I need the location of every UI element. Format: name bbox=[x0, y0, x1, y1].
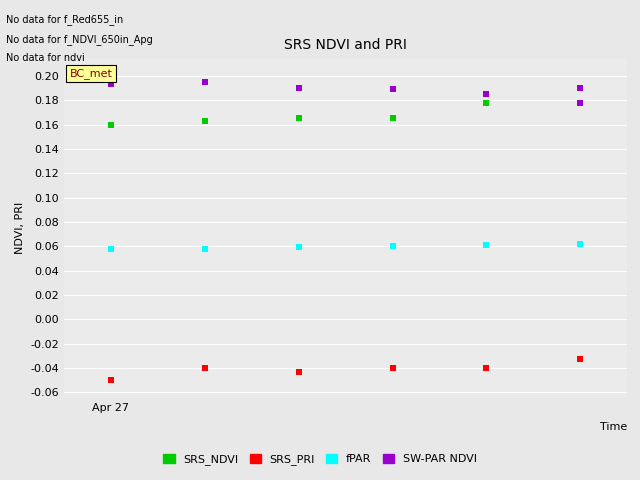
Point bbox=[200, 117, 210, 125]
Point bbox=[575, 99, 586, 107]
Point bbox=[387, 242, 397, 250]
Point bbox=[294, 368, 304, 375]
Point bbox=[106, 81, 116, 88]
Point bbox=[106, 120, 116, 128]
Point bbox=[481, 99, 492, 107]
Point bbox=[387, 364, 397, 372]
Point bbox=[387, 85, 397, 93]
Y-axis label: NDVI, PRI: NDVI, PRI bbox=[15, 202, 25, 254]
Point bbox=[575, 84, 586, 92]
Point bbox=[200, 364, 210, 372]
Text: No data for f_NDVI_650in_Apg: No data for f_NDVI_650in_Apg bbox=[6, 34, 153, 45]
Point bbox=[575, 84, 586, 92]
Point bbox=[575, 240, 586, 248]
Point bbox=[294, 115, 304, 122]
Point bbox=[200, 245, 210, 252]
Legend: SRS_NDVI, SRS_PRI, fPAR, SW-PAR NDVI: SRS_NDVI, SRS_PRI, fPAR, SW-PAR NDVI bbox=[159, 450, 481, 469]
Point bbox=[481, 364, 492, 372]
Point bbox=[106, 245, 116, 252]
Point bbox=[387, 115, 397, 122]
Text: No data for ndvi: No data for ndvi bbox=[6, 53, 85, 63]
Point bbox=[200, 78, 210, 86]
Text: BC_met: BC_met bbox=[70, 68, 113, 79]
Point bbox=[481, 90, 492, 98]
Title: SRS NDVI and PRI: SRS NDVI and PRI bbox=[284, 38, 407, 52]
Point bbox=[575, 356, 586, 363]
Text: No data for f_Red655_in: No data for f_Red655_in bbox=[6, 14, 124, 25]
Point bbox=[106, 376, 116, 384]
Point bbox=[294, 84, 304, 92]
Text: Time: Time bbox=[600, 422, 627, 432]
Point bbox=[481, 241, 492, 249]
Point bbox=[294, 244, 304, 252]
